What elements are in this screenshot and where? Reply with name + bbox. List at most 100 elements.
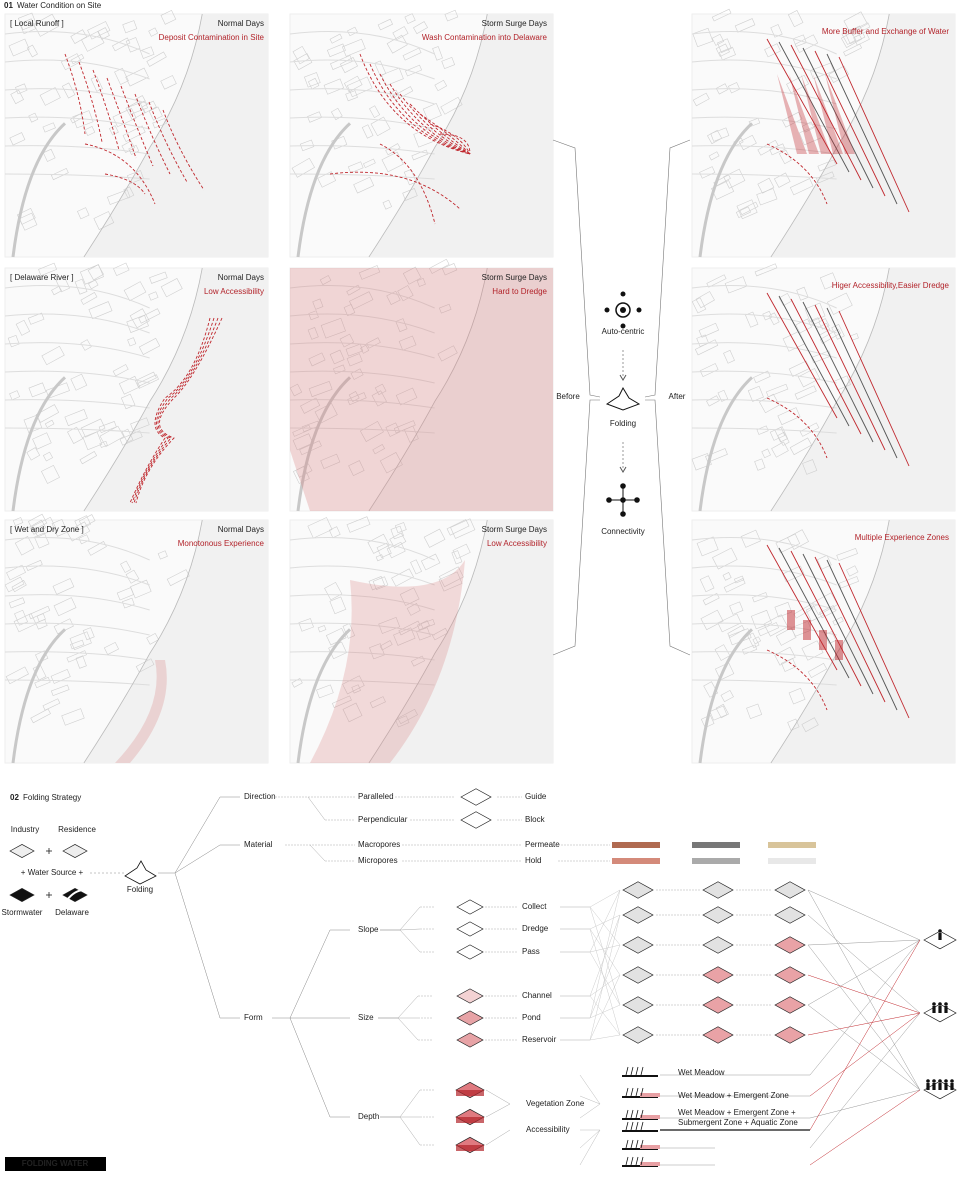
fold-module [702,1026,734,1044]
building [771,441,789,458]
road [691,116,837,130]
building [166,569,190,587]
building [438,566,464,588]
flow-arrow [135,317,223,504]
building [700,609,724,631]
building [146,51,167,67]
depth-side [456,1090,484,1096]
building [787,10,804,28]
zone-label: Wet Meadow + Emergent Zone [678,1091,789,1100]
strategy-line [766,292,838,419]
building [395,387,418,406]
building [775,627,797,646]
road [289,427,435,434]
connector [625,1156,629,1166]
building [797,368,821,388]
building [314,402,338,424]
highway [698,628,754,764]
building [135,658,155,673]
building [399,587,420,606]
section-number: 01 [4,1,13,10]
building [714,644,731,661]
building [38,262,58,277]
building [8,597,26,609]
connector [589,944,621,1019]
building [841,29,857,45]
building [320,453,341,469]
connector [625,1066,629,1076]
building [125,37,141,53]
building [346,516,371,533]
building [389,532,407,549]
connector [589,889,621,908]
building [836,547,858,561]
building [9,132,26,146]
building [369,105,381,119]
building [802,459,818,475]
building [32,432,52,450]
building [116,587,134,601]
road [691,370,837,384]
building [307,111,322,123]
section-water [640,1115,660,1119]
fold-module [622,1026,654,1044]
building [750,609,772,630]
building [428,258,450,274]
building [112,107,137,128]
label: Stormwater [2,908,43,917]
road [4,173,150,180]
depth-side [456,1145,484,1151]
building [17,12,37,31]
connector [640,1139,644,1149]
river [770,520,955,763]
building [312,298,324,310]
strategy-line [802,301,874,443]
building [699,363,719,378]
building [437,345,458,362]
building [97,27,110,40]
building [328,526,341,539]
strategy-line [790,298,862,435]
building [84,126,96,137]
connector [625,1109,629,1119]
building [88,279,99,290]
building [157,550,168,560]
person [950,1083,954,1090]
strategy-line [838,56,910,213]
building [431,627,449,641]
icon [604,307,610,313]
building [363,158,376,169]
building [307,77,320,90]
building [42,148,56,162]
water-stripe [66,889,85,901]
building [35,404,60,423]
building [786,74,809,94]
road [691,342,837,359]
fold-module [774,996,806,1014]
label: Paralleled [358,792,394,801]
building [811,592,838,616]
building [148,27,159,37]
label: Industry [11,825,39,834]
label: Size [358,1013,374,1022]
connector [807,914,921,1014]
flow-arrow [133,317,219,504]
building [342,702,363,723]
building [389,89,399,99]
building [299,139,315,152]
connector [807,944,921,1091]
building [402,47,422,61]
building [809,62,835,80]
section-base [622,1130,658,1132]
road [289,622,435,636]
building [788,687,806,705]
building [121,428,134,443]
connector [635,1087,639,1097]
building [850,22,871,36]
highway [11,376,67,512]
building [331,695,352,708]
flow-arrow [439,133,471,155]
building [740,529,761,548]
building [692,92,710,107]
building [432,46,443,61]
